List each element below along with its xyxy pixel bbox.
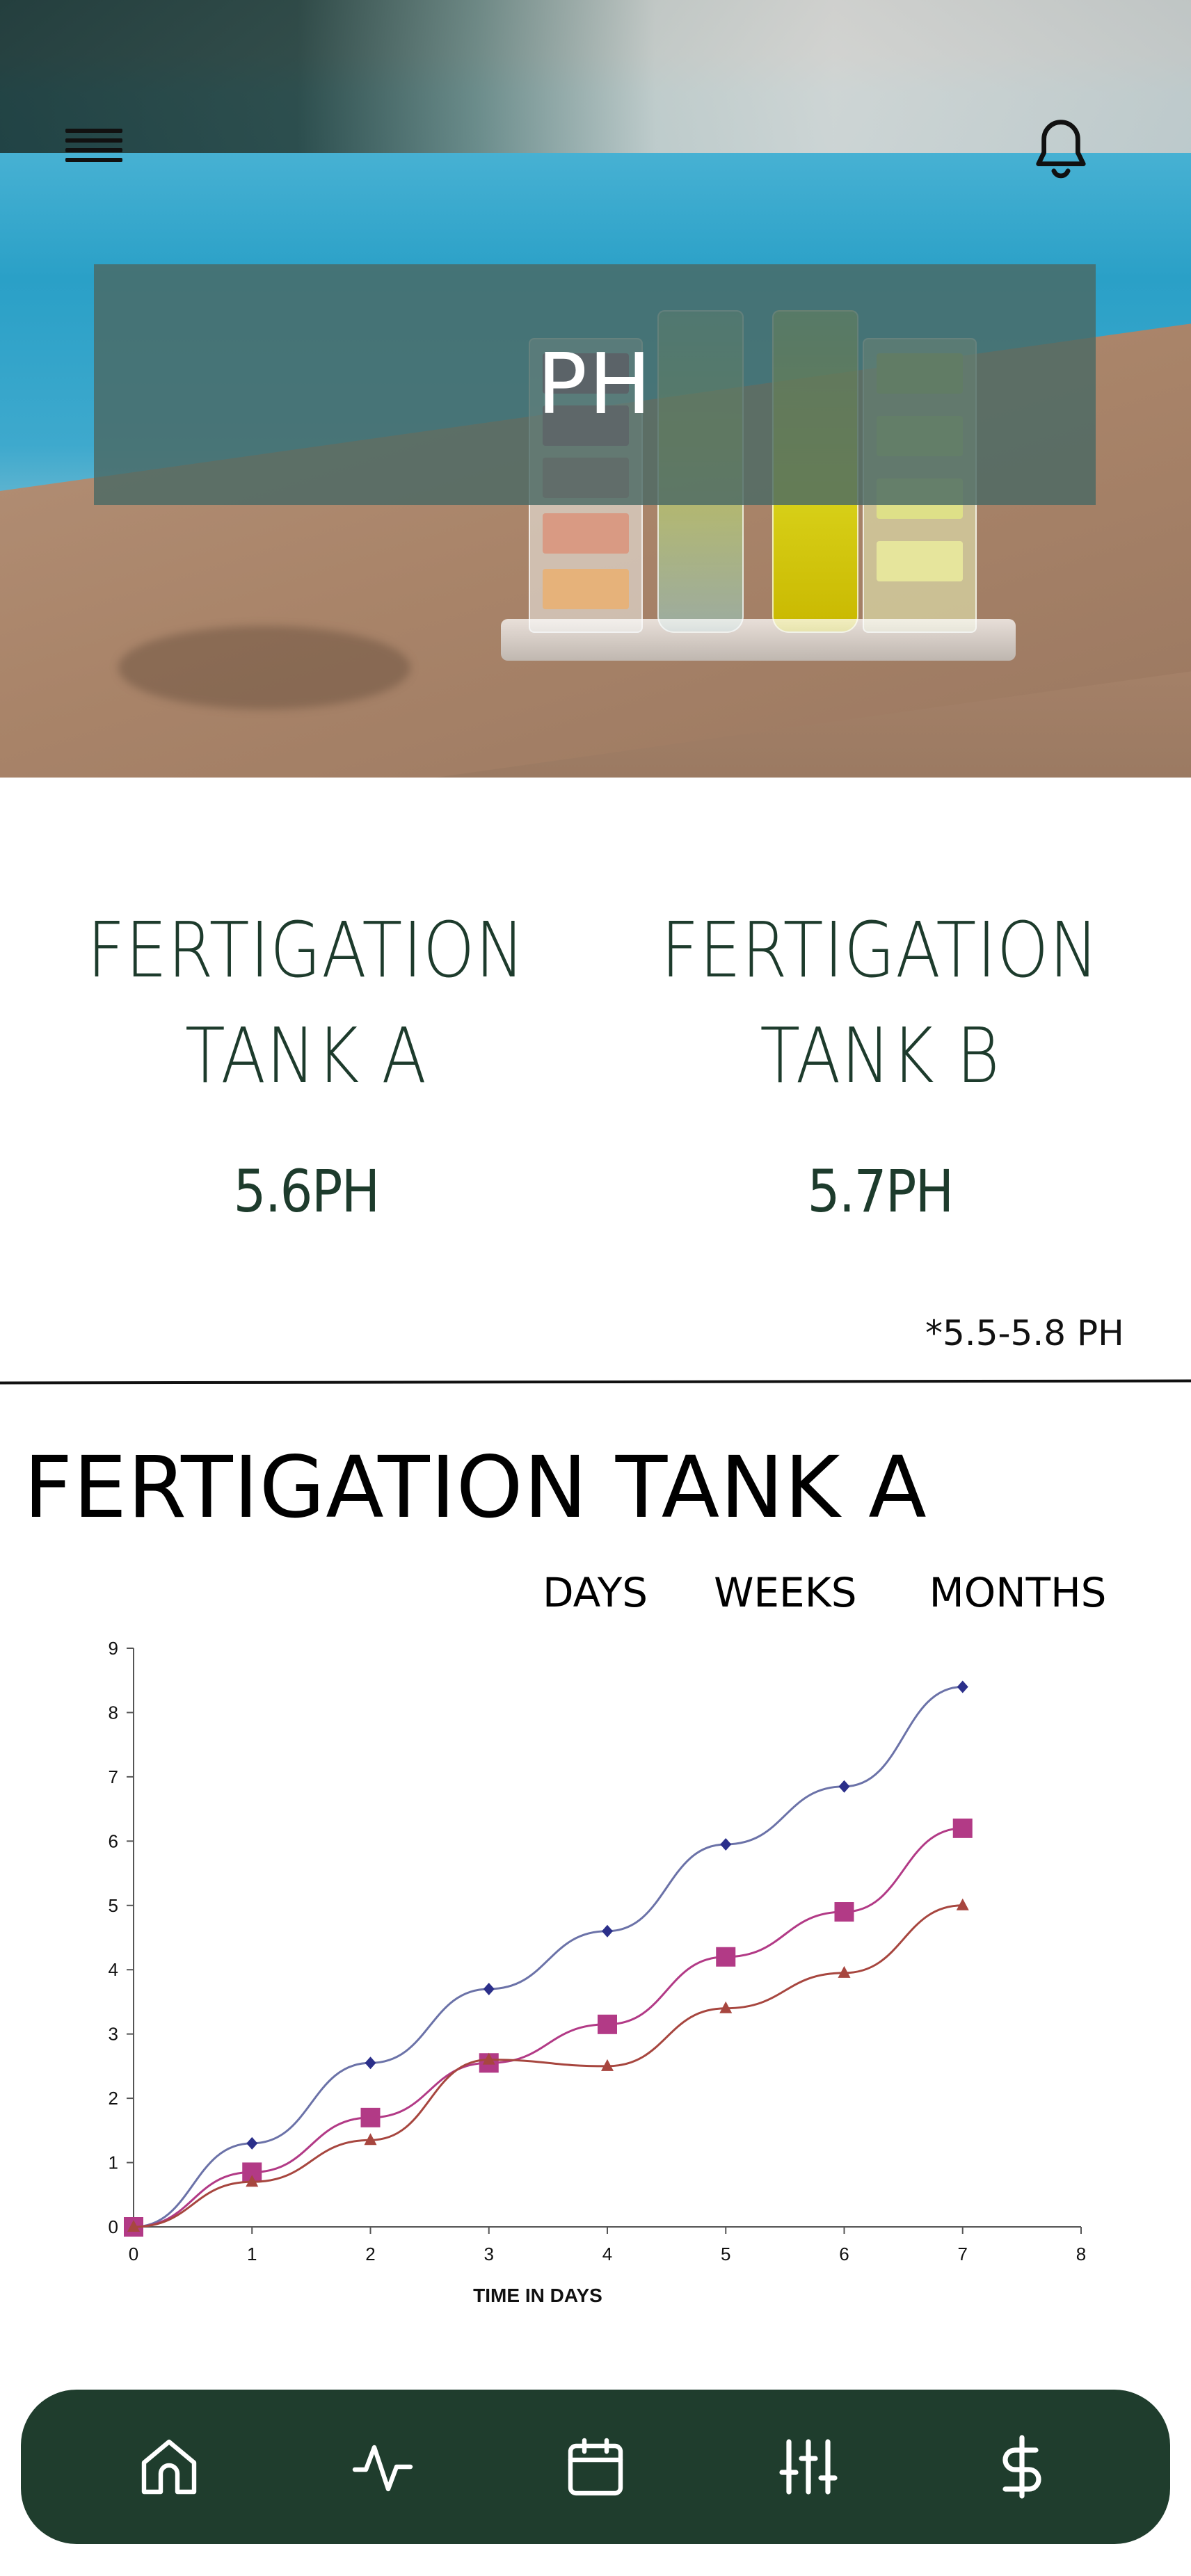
activity-icon [352,2445,413,2492]
test-kit-base [501,619,1016,661]
y-tick-label: 4 [109,1959,118,1980]
y-tick-label: 2 [109,2088,118,2109]
time-range-tabs: DAYS WEEKS MONTHS [543,1569,1107,1616]
x-tick-label: 5 [721,2244,730,2264]
x-tick-label: 2 [365,2244,375,2264]
y-tick-label: 5 [109,1895,118,1916]
data-point [483,1982,495,1995]
data-point [838,1780,850,1793]
page-title-banner: PH [94,264,1096,505]
dollar-icon [1002,2435,1041,2499]
hamburger-menu-icon[interactable] [65,129,122,170]
tab-days[interactable]: DAYS [543,1569,648,1616]
nav-settings[interactable] [770,2429,847,2505]
x-tick-label: 0 [129,2244,138,2264]
y-tick-label: 6 [109,1830,118,1851]
data-point [720,1837,732,1851]
data-point [716,1947,736,1967]
x-tick-label: 6 [839,2244,849,2264]
y-tick-label: 1 [109,2152,118,2173]
x-axis-label: TIME IN DAYS [473,2285,602,2306]
y-tick-label: 3 [109,2024,118,2045]
background-poolside [0,0,1191,167]
nav-activity[interactable] [344,2429,421,2505]
tank-card-a[interactable]: FERTIGATION TANK A 5.6PH [42,897,570,1225]
data-point [719,2001,733,2013]
ph-range-note: *5.5-5.8 PH [925,1313,1124,1353]
tank-name: FERTIGATION TANK A [79,897,534,1109]
data-point [127,2220,140,2232]
x-tick-label: 1 [247,2244,257,2264]
data-point [246,2136,258,2150]
data-point [834,1902,854,1922]
nav-billing[interactable] [984,2429,1060,2505]
tank-card-b[interactable]: FERTIGATION TANK B 5.7PH [616,897,1144,1225]
data-point [360,2107,381,2127]
section-title: FERTIGATION TANK A [24,1438,927,1537]
tank-name-line2: TANK B [760,1011,1000,1100]
data-point [838,1965,851,1978]
tank-ph-value: 5.6PH [233,1157,381,1225]
data-point [365,2056,376,2070]
tab-weeks[interactable]: WEEKS [714,1569,857,1616]
tank-name: FERTIGATION TANK B [653,897,1108,1109]
x-tick-label: 8 [1076,2244,1086,2264]
calendar-icon [568,2438,623,2496]
data-point [956,1898,969,1910]
data-point [601,2059,614,2071]
tank-name-line1: FERTIGATION [87,905,525,995]
y-tick-label: 7 [109,1766,118,1787]
y-tick-label: 8 [109,1702,118,1723]
data-point [482,2052,495,2065]
x-tick-label: 3 [484,2244,494,2264]
sliders-icon [779,2439,838,2495]
x-tick-label: 4 [602,2244,612,2264]
nav-home[interactable] [131,2429,207,2505]
data-point [957,1680,968,1693]
nav-calendar[interactable] [557,2429,634,2505]
bell-icon[interactable] [1030,115,1092,184]
section-divider [0,1379,1191,1385]
data-point [952,1818,973,1838]
data-point [598,2014,617,2034]
tab-months[interactable]: MONTHS [929,1569,1107,1616]
y-tick-label: 0 [109,2216,118,2237]
tank-name-line2: TANK A [185,1011,427,1100]
water-stain [118,626,410,709]
hero-image: PH [0,0,1191,778]
data-point [246,2175,259,2187]
bottom-navigation [21,2390,1170,2544]
data-point [602,1924,613,1938]
series-line-3 [133,1904,963,2228]
tank-name-line1: FERTIGATION [661,905,1099,995]
data-point [364,2133,377,2146]
home-icon [141,2439,197,2495]
x-tick-label: 7 [958,2244,968,2264]
tank-ph-value: 5.7PH [807,1157,954,1225]
page-title: PH [536,336,653,433]
ph-line-chart: 0 1 2 3 4 5 6 7 8 9 0 1 2 3 4 5 6 7 8 TIME IN DAYS [109,1638,1087,2306]
series-line-1 [133,1685,963,2228]
y-tick-label: 9 [109,1638,118,1659]
